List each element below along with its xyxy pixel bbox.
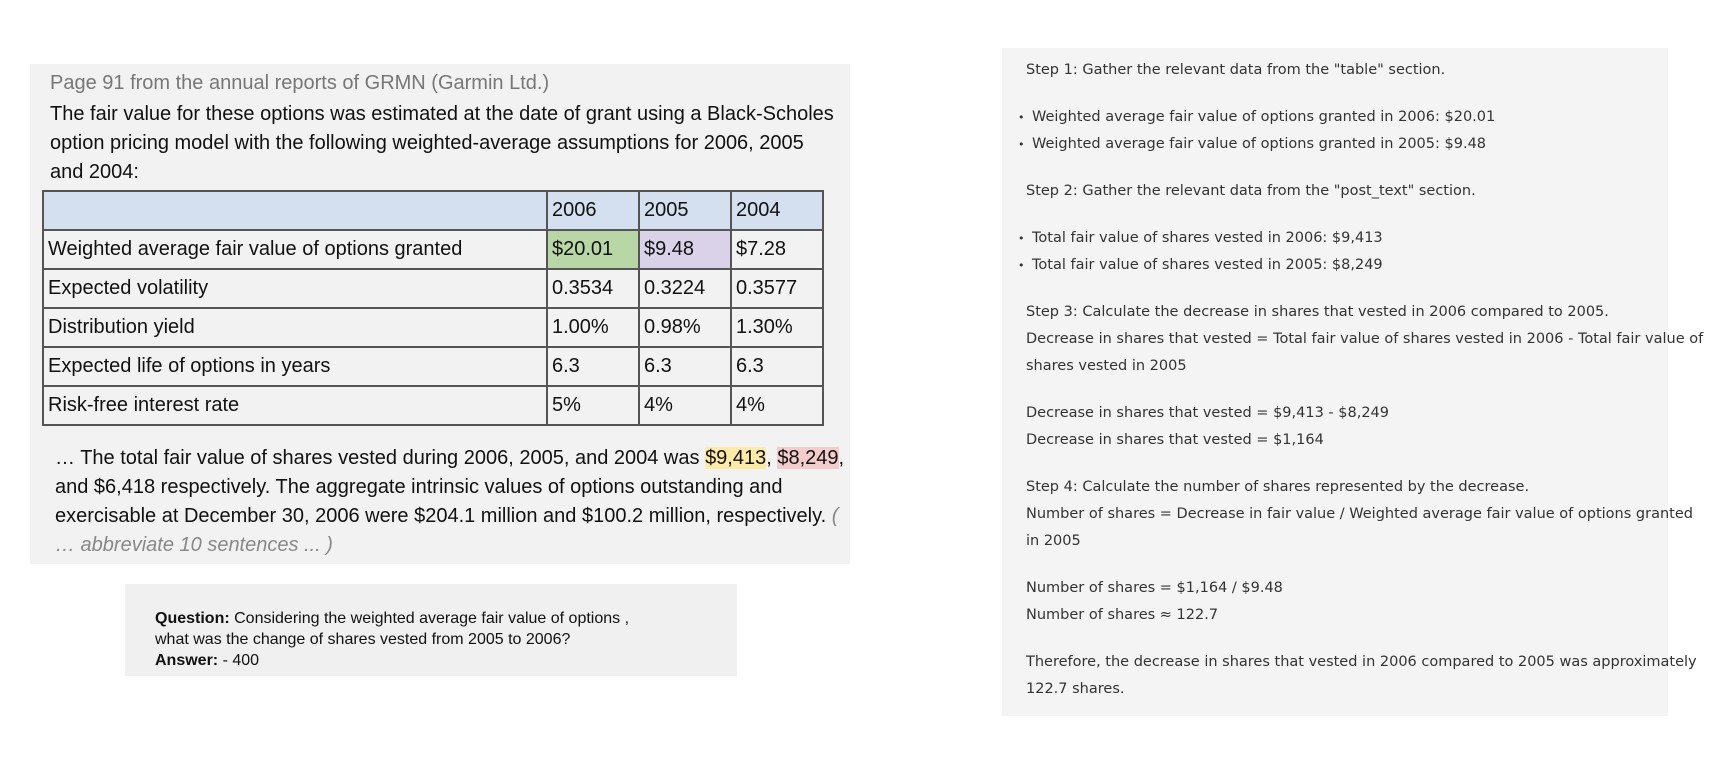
- calculation-line: Decrease in shares that vested = $9,413 …: [1026, 405, 1389, 421]
- table-cell: $7.28: [730, 229, 824, 270]
- bullet-icon: •: [1018, 138, 1025, 151]
- bullet-icon: •: [1018, 232, 1025, 245]
- question-answer-box: Question: Considering the weighted avera…: [125, 584, 737, 676]
- list-item-text: Total fair value of shares vested in 200…: [1032, 257, 1383, 273]
- document-source-caption: Page 91 from the annual reports of GRMN …: [50, 72, 550, 94]
- table-header-row: 2006 2005 2004: [42, 190, 824, 231]
- list-item-text: Weighted average fair value of options g…: [1032, 136, 1487, 152]
- list-item-text: Total fair value of shares vested in 200…: [1032, 230, 1383, 246]
- abbreviation-note: ( … abbreviate 10 sentences ... ): [55, 505, 839, 556]
- table-row-label: Risk-free interest rate: [42, 385, 548, 426]
- formula-line: shares vested in 2005: [1026, 358, 1187, 374]
- table-cell: 4%: [730, 385, 824, 426]
- table-cell: 5%: [546, 385, 640, 426]
- calculation-line: Decrease in shares that vested = $1,164: [1026, 432, 1324, 448]
- question-label: Question:: [155, 610, 230, 627]
- table-cell: 6.3: [730, 346, 824, 387]
- table-header-cell: 2004: [730, 190, 824, 231]
- table-header-cell: 2005: [638, 190, 732, 231]
- table-row: Expected life of options in years 6.3 6.…: [42, 346, 824, 387]
- table-cell: 6.3: [546, 346, 640, 387]
- table-row-label: Distribution yield: [42, 307, 548, 348]
- table-row: Distribution yield 1.00% 0.98% 1.30%: [42, 307, 824, 348]
- step-heading: Step 3: Calculate the decrease in shares…: [1026, 304, 1609, 320]
- post-text-part: , and $6,418 respectively. The aggregate…: [55, 447, 845, 527]
- answer-label: Answer:: [155, 652, 219, 669]
- calculation-line: Number of shares ≈ 122.7: [1026, 607, 1219, 623]
- table-header-cell: [42, 190, 548, 231]
- answer-value: - 400: [222, 652, 260, 669]
- step-heading: Step 4: Calculate the number of shares r…: [1026, 479, 1530, 495]
- list-item: • Weighted average fair value of options …: [1018, 131, 1486, 158]
- bullet-icon: •: [1018, 259, 1025, 272]
- question-text: Considering the weighted average fair va…: [234, 610, 630, 627]
- calculation-line: Number of shares = $1,164 / $9.48: [1026, 580, 1283, 596]
- table-cell: 0.3534: [546, 268, 640, 309]
- document-excerpt-panel: Page 91 from the annual reports of GRMN …: [30, 64, 850, 564]
- table-cell-highlighted: $20.01: [546, 229, 640, 270]
- table-cell: 0.3224: [638, 268, 732, 309]
- answer-line: Answer: - 400: [155, 650, 735, 671]
- step-heading: Step 2: Gather the relevant data from th…: [1026, 183, 1476, 199]
- document-post-text: … The total fair value of shares vested …: [55, 444, 845, 560]
- step-heading: Step 1: Gather the relevant data from th…: [1026, 62, 1446, 78]
- table-row: Risk-free interest rate 5% 4% 4%: [42, 385, 824, 426]
- document-intro-text: The fair value for these options was est…: [50, 103, 834, 183]
- list-item: • Weighted average fair value of options …: [1018, 104, 1495, 131]
- highlighted-value: $9,413: [705, 447, 767, 469]
- post-text-part: … The total fair value of shares vested …: [55, 447, 706, 469]
- table-row-label: Expected volatility: [42, 268, 548, 309]
- post-text-part: ,: [766, 447, 772, 469]
- list-item: • Total fair value of shares vested in 20…: [1018, 252, 1383, 279]
- conclusion-line: Therefore, the decrease in shares that v…: [1026, 654, 1697, 670]
- table-header-cell: 2006: [546, 190, 640, 231]
- formula-line: Decrease in shares that vested = Total f…: [1026, 331, 1704, 347]
- table-row: Expected volatility 0.3534 0.3224 0.3577: [42, 268, 824, 309]
- table-row: Weighted average fair value of options g…: [42, 229, 824, 270]
- list-item: • Total fair value of shares vested in 20…: [1018, 225, 1383, 252]
- question-line: what was the change of shares vested fro…: [155, 631, 571, 648]
- bullet-icon: •: [1018, 111, 1025, 124]
- highlighted-value: $8,249: [777, 447, 839, 469]
- formula-line: in 2005: [1026, 533, 1081, 549]
- table-row-label: Weighted average fair value of options g…: [42, 229, 548, 270]
- question-line: Question: Considering the weighted avera…: [155, 608, 735, 629]
- table-cell: 0.3577: [730, 268, 824, 309]
- table-cell: 4%: [638, 385, 732, 426]
- table-cell-highlighted: $9.48: [638, 229, 732, 270]
- model-response-panel: Step 1: Gather the relevant data from th…: [1002, 48, 1704, 716]
- table-cell: 0.98%: [638, 307, 732, 348]
- table-cell: 1.30%: [730, 307, 824, 348]
- assumptions-table: 2006 2005 2004 Weighted average fair val…: [42, 190, 824, 426]
- table-cell: 6.3: [638, 346, 732, 387]
- formula-line: Number of shares = Decrease in fair valu…: [1026, 506, 1693, 522]
- table-cell: 1.00%: [546, 307, 640, 348]
- conclusion-line: 122.7 shares.: [1026, 681, 1125, 697]
- table-row-label: Expected life of options in years: [42, 346, 548, 387]
- list-item-text: Weighted average fair value of options g…: [1032, 109, 1496, 125]
